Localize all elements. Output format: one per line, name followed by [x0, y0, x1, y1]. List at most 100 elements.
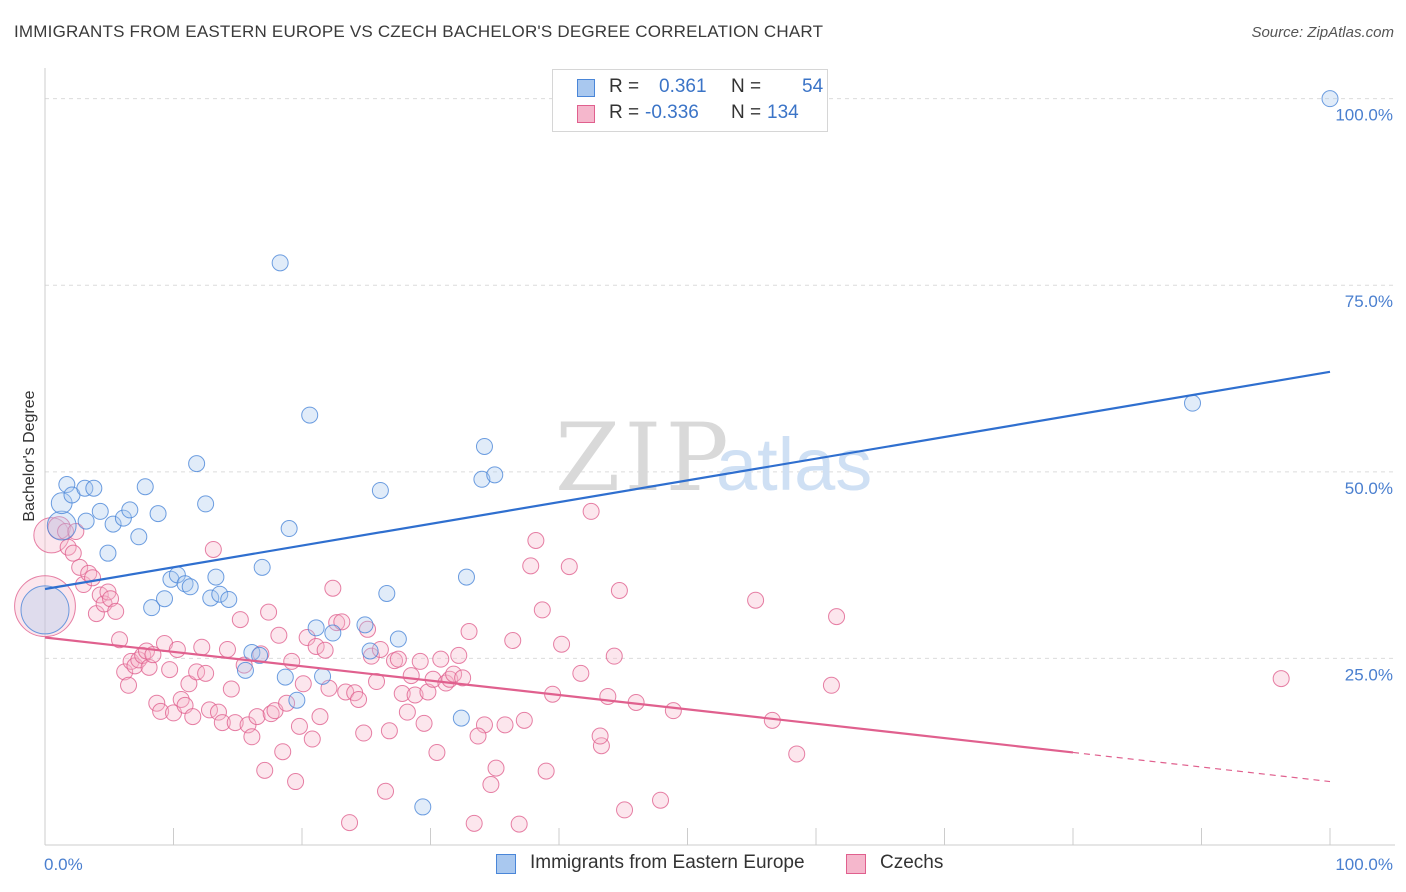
czechs-point-126 — [664, 702, 682, 720]
czechs-point-60 — [283, 652, 301, 670]
czechs-point-94 — [428, 743, 446, 761]
eastern-europe-point-17 — [156, 590, 174, 608]
czechs-point-116 — [560, 558, 578, 576]
eastern-europe-point-41 — [361, 642, 379, 660]
czechs-point-14 — [99, 583, 117, 601]
eastern-europe-point-6 — [77, 512, 95, 530]
czechs-point-65 — [303, 730, 321, 748]
czechs-point-113 — [537, 762, 555, 780]
czechs-point-73 — [337, 683, 355, 701]
czechs-point-5 — [64, 544, 82, 562]
eastern-europe-point-0 — [20, 585, 70, 635]
eastern-europe-point-8 — [91, 502, 109, 520]
czechs-point-127 — [747, 591, 765, 609]
correlation-legend: R = 0.361 N = 54 R = -0.336 N = 134 — [552, 69, 828, 132]
czechs-point-121 — [605, 647, 623, 665]
eastern-europe-point-35 — [288, 691, 306, 709]
eastern-europe-point-13 — [130, 528, 148, 546]
eastern-europe-point-44 — [389, 630, 407, 648]
eastern-europe-point-22 — [188, 455, 206, 473]
y-tick-label-2: 50.0% — [1345, 479, 1393, 498]
trend-lines — [44, 370, 1331, 783]
czechs-point-44 — [218, 640, 236, 658]
y-tick-label-1: 75.0% — [1345, 292, 1393, 311]
czechs-point-130 — [822, 676, 840, 694]
eastern-europe-point-33 — [276, 668, 294, 686]
eastern-europe-point-51 — [1184, 394, 1202, 412]
czechs-point-62 — [290, 717, 308, 735]
czechs-point-115 — [553, 635, 571, 653]
eastern-europe-point-30 — [251, 646, 269, 664]
eastern-europe-point-9 — [99, 544, 117, 562]
czechs-point-112 — [533, 601, 551, 619]
eastern-europe-point-39 — [324, 624, 342, 642]
legend-czechs-swatch — [846, 854, 866, 874]
eastern-europe-point-14 — [136, 478, 154, 496]
czechs-point-41 — [204, 540, 222, 558]
eastern-europe-point-3 — [58, 476, 76, 494]
blue-swatch — [577, 79, 595, 97]
czechs-point-108 — [510, 815, 528, 833]
czechs-point-91 — [415, 714, 433, 732]
czechs-point-118 — [582, 502, 600, 520]
czechs-point-88 — [402, 667, 420, 685]
czechs-point-25 — [140, 658, 158, 676]
eastern-europe-point-5 — [76, 479, 94, 497]
eastern-europe-point-10 — [104, 515, 122, 533]
czechs-point-53 — [256, 761, 274, 779]
czechs-point-106 — [496, 716, 514, 734]
czechs-point-45 — [222, 680, 240, 698]
czechs-point-90 — [411, 652, 429, 670]
czechs-point-132 — [1272, 670, 1290, 688]
czechs-point-104 — [482, 776, 500, 794]
czechs-point-83 — [380, 722, 398, 740]
czechs-point-134 — [591, 727, 609, 745]
czechs-point-71 — [328, 614, 346, 632]
czechs-point-133 — [469, 727, 487, 745]
eastern-europe-point-7 — [85, 479, 103, 497]
eastern-europe-point-52 — [1321, 90, 1339, 108]
czechs-point-122 — [610, 581, 628, 599]
eastern-europe-point-45 — [414, 798, 432, 816]
eastern-europe-point-46 — [452, 709, 470, 727]
eastern-europe-point-23 — [197, 495, 215, 513]
czechs-point-19 — [120, 676, 138, 694]
czechs-point-59 — [278, 694, 296, 712]
eastern-europe-point-28 — [236, 661, 254, 679]
legend-pink-n-value: 134 — [767, 102, 799, 123]
czechs-point-95 — [432, 650, 450, 668]
watermark-atlas: atlas — [716, 423, 872, 506]
czechs-point-131 — [828, 608, 846, 626]
chart-title: IMMIGRANTS FROM EASTERN EUROPE VS CZECH … — [14, 22, 824, 41]
czechs-point-85 — [389, 650, 407, 668]
czechs-point-54 — [260, 603, 278, 621]
czechs-point-61 — [287, 773, 305, 791]
czechs-point-18 — [116, 663, 134, 681]
czechs-point-102 — [465, 814, 483, 832]
eastern-europe-point-40 — [356, 616, 374, 634]
legend-eastern-europe-swatch — [496, 854, 516, 874]
watermark: ZIP atlas — [555, 404, 872, 513]
czechs-point-15 — [102, 590, 120, 608]
czechs-point-58 — [274, 743, 292, 761]
czechs-point-7 — [71, 558, 89, 576]
legend-pink-r-value: -0.336 — [645, 102, 699, 123]
czechs-point-51 — [248, 708, 266, 726]
czechs-point-36 — [184, 708, 202, 726]
czechs-point-123 — [616, 801, 634, 819]
eastern-europe-point-48 — [473, 470, 491, 488]
y-axis-label: Bachelor's Degree — [21, 390, 38, 521]
eastern-europe-point-31 — [253, 558, 271, 576]
eastern-europe-point-47 — [457, 568, 475, 586]
watermark-zip: ZIP — [555, 404, 733, 513]
czechs-point-76 — [350, 690, 368, 708]
czechs-point-99 — [450, 646, 468, 664]
czechs-point-105 — [487, 759, 505, 777]
eastern-europe-point-49 — [475, 437, 493, 455]
czechs-points — [14, 502, 1290, 833]
pink-swatch — [577, 105, 595, 123]
eastern-europe-point-1 — [46, 510, 77, 541]
czechs-point-98 — [445, 665, 463, 683]
eastern-europe-point-26 — [211, 585, 229, 603]
